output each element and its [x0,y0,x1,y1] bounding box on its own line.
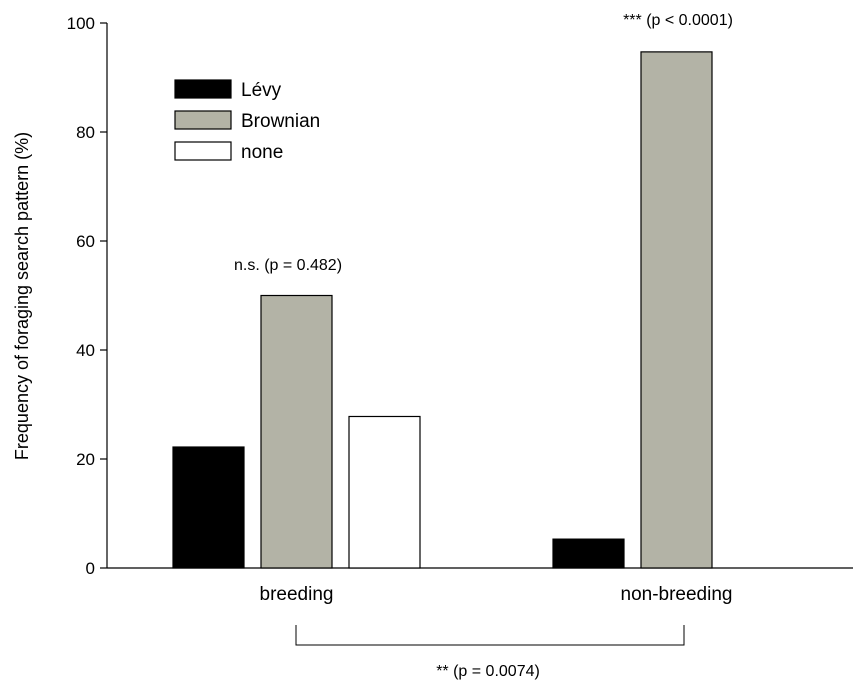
legend-swatch [174,79,232,99]
bar-non-breeding-lvy [552,538,625,569]
y-tick-label: 60 [76,232,95,251]
y-tick-label: 100 [67,14,95,33]
legend-label: Lévy [241,80,282,101]
bars [172,51,713,569]
legend-label: none [241,142,283,163]
x-category-label: breeding [260,584,334,605]
y-tick-label: 80 [76,123,95,142]
y-ticks: 0 20 40 60 80 100 [67,14,107,578]
y-tick-label: 40 [76,341,95,360]
bar-breeding-lvy [172,446,245,569]
legend-swatch [174,110,232,130]
y-tick-label: 0 [86,559,95,578]
category-labels: breeding non-breeding [260,584,733,605]
group-comparison-bracket [295,625,685,646]
legend-swatch [174,141,232,161]
y-tick-label: 20 [76,450,95,469]
bar-non-breeding-brownian [640,51,713,569]
annotation-between-groups: ** (p = 0.0074) [436,663,540,680]
annotation-breeding: n.s. (p = 0.482) [234,257,342,274]
bar-breeding-none [348,415,421,569]
bar-breeding-brownian [260,294,333,569]
legend-label: Brownian [241,111,320,132]
annotation-non-breeding: *** (p < 0.0001) [623,12,733,29]
legend: Lévy Brownian none [174,79,320,163]
y-axis-label: Frequency of foraging search pattern (%) [12,132,32,460]
x-category-label: non-breeding [621,584,733,605]
